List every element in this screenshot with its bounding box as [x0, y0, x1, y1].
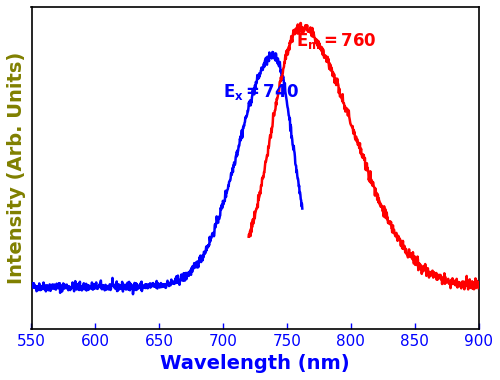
Text: $\mathbf{E_m}$$\mathbf{ = 760}$: $\mathbf{E_m}$$\mathbf{ = 760}$ [296, 30, 376, 51]
Text: $\mathbf{E_x}$$\mathbf{ = 740}$: $\mathbf{E_x}$$\mathbf{ = 740}$ [223, 82, 299, 102]
Y-axis label: Intensity (Arb. Units): Intensity (Arb. Units) [7, 52, 26, 284]
X-axis label: Wavelength (nm): Wavelength (nm) [160, 354, 350, 373]
